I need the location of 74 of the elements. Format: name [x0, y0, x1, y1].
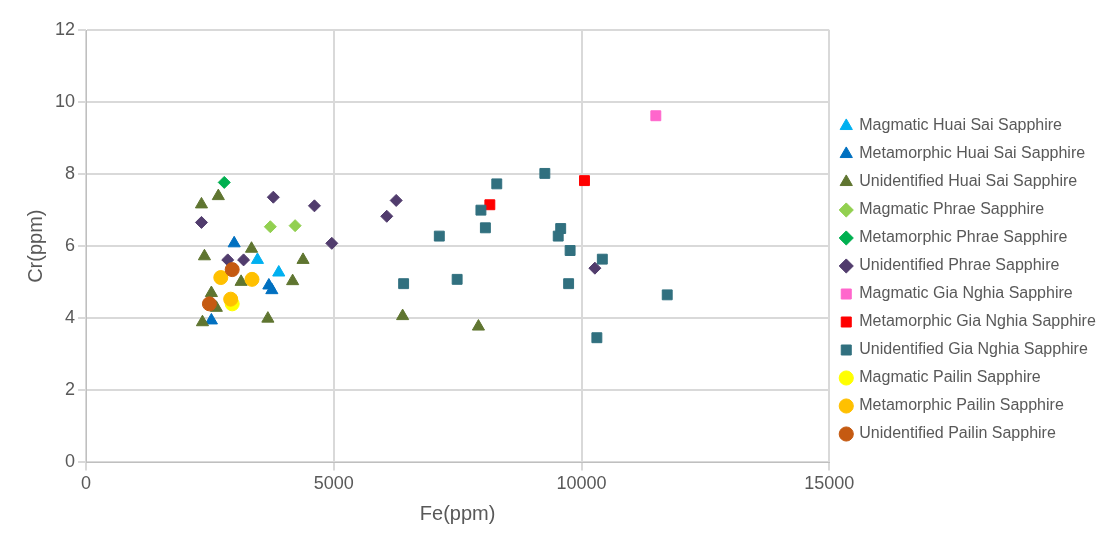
y-tick-label: 12	[54, 18, 76, 39]
legend-label: Magmatic Huai Sai Sapphire	[859, 116, 1063, 134]
point	[194, 215, 208, 229]
point	[272, 265, 286, 277]
x-tick-label: 0	[81, 473, 92, 494]
point	[491, 178, 503, 190]
point	[237, 253, 251, 267]
point	[591, 332, 603, 344]
point	[539, 167, 551, 179]
point	[244, 241, 259, 253]
point	[263, 220, 277, 234]
x-tick-label: 15000	[804, 473, 855, 494]
point	[197, 248, 212, 261]
x-tick-label: 10000	[556, 473, 607, 494]
point	[250, 252, 265, 264]
point	[211, 188, 225, 201]
y-axis-title: Cr(ppm)	[23, 209, 46, 283]
point	[227, 235, 241, 248]
point	[564, 245, 576, 256]
point	[224, 262, 240, 278]
legend-label: Magmatic Gia Nghia Sapphire	[859, 284, 1073, 302]
point	[266, 190, 280, 204]
point	[588, 261, 602, 275]
point	[396, 308, 410, 321]
point	[261, 311, 275, 323]
point	[325, 236, 339, 250]
y-tick-label: 0	[65, 451, 76, 472]
point	[201, 296, 217, 312]
point	[194, 196, 209, 209]
y-tick-label: 6	[65, 235, 76, 256]
point	[433, 230, 445, 242]
legend-label: Unidentified Gia Nghia Sapphire	[859, 340, 1088, 358]
point	[221, 253, 235, 267]
point	[265, 282, 279, 295]
point	[244, 271, 260, 287]
y-tick-label: 2	[65, 379, 76, 400]
point	[475, 204, 487, 216]
legend-label: Unidentified Phrae Sapphire	[859, 256, 1060, 274]
point	[579, 175, 590, 187]
y-tick-label: 4	[65, 307, 76, 328]
x-axis-title: Fe(ppm)	[419, 501, 496, 524]
point	[552, 230, 564, 242]
point	[307, 199, 321, 213]
point	[195, 314, 210, 327]
legend-label: Magmatic Phrae Sapphire	[859, 200, 1045, 218]
point	[380, 209, 394, 223]
legend-label: Magmatic Pailin Sapphire	[859, 368, 1041, 386]
point	[471, 319, 486, 331]
legend-label: Metamorphic Pailin Sapphire	[859, 396, 1064, 414]
point	[213, 270, 229, 286]
legend-label: Metamorphic Phrae Sapphire	[859, 228, 1068, 246]
y-tick-label: 10	[54, 91, 76, 112]
point	[204, 312, 218, 325]
y-tick-label: 8	[65, 163, 76, 184]
point	[650, 110, 662, 122]
point	[217, 175, 231, 189]
point	[234, 274, 248, 286]
legend-label: Unidentified Huai Sai Sapphire	[859, 172, 1078, 190]
point	[661, 289, 673, 301]
point	[479, 222, 491, 234]
point	[389, 193, 403, 207]
point	[288, 219, 302, 233]
point	[596, 253, 608, 265]
point	[563, 278, 575, 290]
legend-label: Unidentified Pailin Sapphire	[859, 424, 1056, 442]
point	[398, 278, 410, 290]
legend-label: Metamorphic Huai Sai Sapphire	[859, 144, 1086, 162]
x-tick-label: 5000	[313, 473, 354, 494]
point	[223, 291, 239, 307]
point	[286, 273, 300, 286]
legend-label: Metamorphic Gia Nghia Sapphire	[859, 312, 1096, 330]
point	[204, 285, 218, 298]
point	[451, 273, 463, 285]
point	[296, 252, 310, 264]
